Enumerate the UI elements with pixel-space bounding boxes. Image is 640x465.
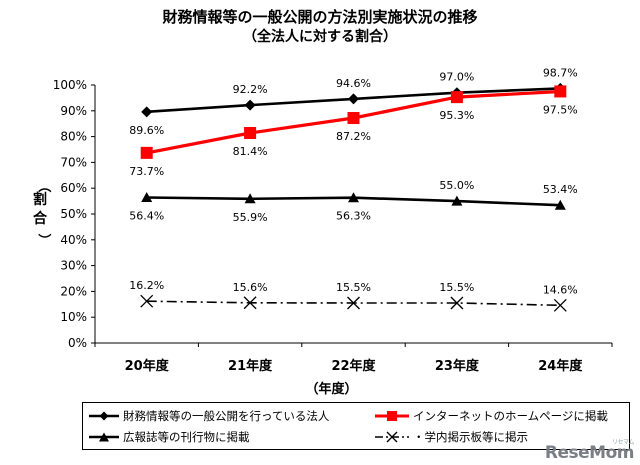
y-tick-label: 50%: [60, 207, 87, 221]
x-axis-label: （年度）: [305, 381, 357, 397]
y-tick-label: 90%: [60, 104, 87, 118]
logo-brand-text: ReseMom: [544, 443, 635, 463]
legend-label-series-1: 財務情報等の一般公開を行っている法人: [123, 409, 330, 423]
data-label: 89.6%: [129, 124, 164, 137]
x-tick-label: 20年度: [125, 358, 170, 374]
legend-square-marker-icon: [375, 411, 409, 421]
resemom-logo: リセマム ReseMom: [544, 439, 635, 463]
data-label: 81.4%: [233, 145, 268, 158]
x-tick-label: 21年度: [228, 358, 273, 374]
x-tick-label: 24年度: [538, 358, 583, 374]
y-tick-label: 60%: [60, 181, 87, 195]
data-point-marker: [141, 106, 153, 118]
legend-item-series-2: インターネットのホームページに掲載: [375, 407, 608, 425]
data-label: 55.0%: [439, 179, 474, 192]
y-tick-label: 0%: [68, 336, 87, 350]
data-point-marker: [140, 146, 153, 159]
data-point-marker: [348, 93, 359, 105]
data-label: 92.2%: [233, 83, 268, 96]
data-label: 56.4%: [129, 209, 164, 222]
data-point-marker: [553, 298, 567, 312]
legend-label-series-2: インターネットのホームページに掲載: [413, 409, 608, 423]
legend-label-series-3: 広報誌等の刊行物に掲載: [123, 430, 250, 444]
legend-label-series-4: 学内掲示板等に掲示: [424, 430, 529, 444]
data-label: 53.4%: [543, 183, 578, 196]
data-point-marker: [450, 91, 463, 104]
legend-item-series-4: ・学内掲示板等に掲示: [375, 428, 528, 446]
x-tick-label: 23年度: [435, 358, 480, 374]
data-point-marker: [554, 199, 566, 210]
data-label: 97.5%: [543, 103, 578, 116]
data-point-marker: [451, 195, 463, 206]
data-point-marker: [243, 296, 257, 310]
logo-sub-text: リセマム: [611, 439, 635, 446]
data-point-marker: [140, 294, 154, 308]
data-label: 15.5%: [336, 281, 371, 294]
legend-item-series-3: 広報誌等の刊行物に掲載: [89, 428, 250, 446]
data-label: 98.7%: [543, 66, 578, 79]
data-point-marker: [141, 191, 153, 202]
data-label: 97.0%: [439, 71, 474, 84]
data-label: 73.7%: [129, 165, 164, 178]
data-point-marker: [347, 296, 360, 310]
legend-label-series-4-prefix: ・: [413, 430, 425, 444]
data-label: 95.3%: [439, 109, 474, 122]
data-point-marker: [347, 112, 360, 125]
data-point-marker: [450, 296, 464, 310]
legend-triangle-marker-icon: [89, 432, 119, 442]
data-label: 56.3%: [336, 210, 371, 223]
y-tick-label: 30%: [60, 259, 87, 273]
y-tick-label: 10%: [60, 310, 87, 324]
data-point-marker: [244, 99, 256, 111]
y-tick-label: 20%: [60, 284, 87, 298]
y-tick-label: 80%: [60, 130, 87, 144]
chart-subtitle: （全法人に対する割合）: [243, 29, 397, 45]
data-label: 15.6%: [233, 281, 268, 294]
y-axis-label-char: 合: [33, 210, 48, 227]
data-point-marker: [348, 192, 359, 203]
data-label: 15.5%: [439, 281, 474, 294]
data-label: 14.6%: [543, 283, 578, 296]
legend-diamond-marker-icon: [89, 411, 119, 421]
legend-x-marker-icon: [375, 431, 409, 443]
data-label: 16.2%: [129, 279, 164, 292]
y-tick-label: 70%: [60, 155, 87, 169]
legend: 財務情報等の一般公開を行っている法人 インターネットのホームページに掲載 広報誌…: [82, 402, 630, 450]
y-tick-label: 100%: [53, 78, 87, 92]
data-point-marker: [554, 85, 567, 98]
y-axis-label-paren-open: （: [36, 179, 52, 192]
data-label: 94.6%: [336, 77, 371, 90]
data-label: 55.9%: [233, 211, 268, 224]
x-tick-label: 22年度: [331, 358, 376, 374]
chart-title: 財務情報等の一般公開の方法別実施状況の推移: [162, 8, 478, 26]
legend-item-series-1: 財務情報等の一般公開を行っている法人: [89, 407, 329, 425]
data-point-marker: [244, 126, 257, 139]
data-label: 87.2%: [336, 130, 371, 143]
y-axis-label-char: 割: [33, 191, 47, 208]
y-axis-label-paren-close: ）: [36, 233, 52, 246]
data-point-marker: [244, 193, 256, 204]
y-tick-label: 40%: [60, 233, 87, 247]
